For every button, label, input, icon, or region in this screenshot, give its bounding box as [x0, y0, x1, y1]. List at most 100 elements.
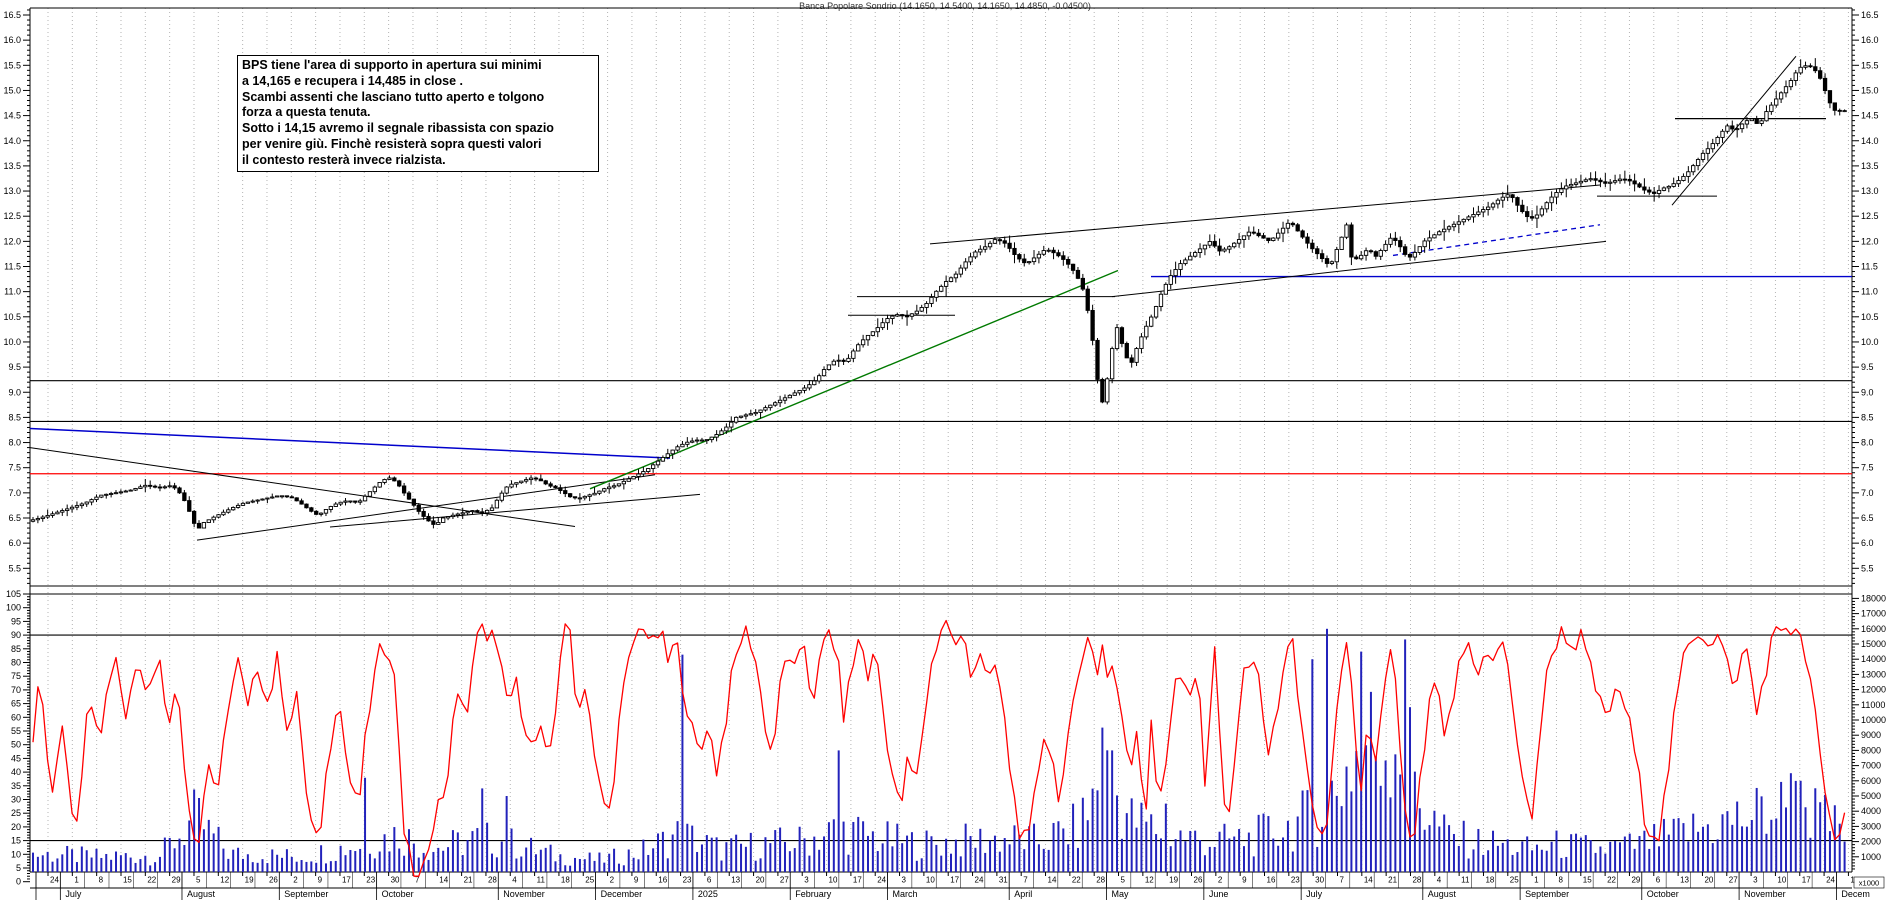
- volume-bar: [1394, 754, 1397, 872]
- month-label: February: [795, 889, 832, 899]
- volume-bar: [237, 847, 240, 872]
- candle-body: [382, 479, 387, 483]
- candle-body: [323, 509, 329, 514]
- volume-bar: [910, 832, 913, 872]
- volume-bar: [1487, 850, 1490, 872]
- volume-bar: [1316, 846, 1319, 872]
- day-number-label: 22: [1072, 876, 1081, 885]
- volume-bar: [530, 837, 533, 872]
- volume-bar: [354, 851, 357, 872]
- day-number-label: 23: [1291, 876, 1300, 885]
- candle-body: [362, 495, 368, 502]
- chart-title: Banca Popolare Sondrio (14.1650, 14.5400…: [799, 1, 1091, 11]
- price-axis-label-right: 7.5: [1861, 463, 1874, 473]
- volume-bar: [471, 831, 474, 872]
- candle-body: [1730, 125, 1735, 130]
- candle-body: [450, 514, 456, 518]
- oscillator-axis-label: 20: [11, 822, 21, 832]
- volume-bar: [1135, 827, 1138, 872]
- volume-bar: [598, 852, 601, 872]
- candle-body: [587, 494, 592, 497]
- candle-body: [1793, 72, 1798, 81]
- price-axis-label-left: 11.5: [4, 262, 21, 272]
- candle-body: [690, 440, 695, 443]
- volume-bar: [1457, 845, 1460, 872]
- candle-body: [641, 471, 646, 475]
- volume-bar: [1760, 796, 1763, 872]
- day-number-label: 16: [658, 876, 667, 885]
- candle-body: [55, 511, 60, 515]
- volume-bar: [359, 848, 362, 872]
- candle-body: [1339, 236, 1344, 250]
- volume-bar: [1072, 803, 1075, 872]
- candle-body: [1485, 206, 1491, 210]
- volume-bar: [95, 848, 98, 872]
- volume-axis-label: 8000: [1861, 745, 1881, 755]
- price-axis-label-left: 15.0: [3, 85, 21, 95]
- candle-body: [1617, 178, 1623, 182]
- volume-bar: [1438, 826, 1441, 872]
- volume-bar: [1506, 839, 1509, 872]
- volume-bar: [1614, 840, 1617, 872]
- candle-body: [670, 449, 675, 455]
- volume-bar: [373, 858, 376, 872]
- month-label: October: [1647, 889, 1679, 899]
- candle-body: [1510, 194, 1515, 199]
- candle-body: [1788, 80, 1794, 88]
- volume-bar: [720, 860, 723, 872]
- volume-axis-label: 3000: [1861, 821, 1881, 831]
- volume-bar: [564, 865, 567, 872]
- candle-body: [1529, 216, 1535, 219]
- candle-body: [279, 495, 285, 498]
- candle-body: [768, 404, 773, 409]
- volume-bar: [603, 862, 606, 872]
- candle-body: [1163, 283, 1169, 295]
- candle-body: [831, 360, 836, 366]
- volume-bar: [1013, 825, 1016, 872]
- candle-body: [1026, 261, 1032, 264]
- volume-bar: [290, 856, 293, 872]
- volume-bar: [1687, 841, 1690, 872]
- volume-bar: [1023, 849, 1026, 872]
- candle-body: [1822, 77, 1828, 92]
- price-axis-label-left: 12.0: [3, 236, 21, 246]
- candle-body: [1437, 231, 1442, 236]
- volume-bar: [1540, 849, 1543, 872]
- month-label: November: [503, 889, 545, 899]
- price-axis-label-right: 15.5: [1861, 60, 1879, 70]
- candle-body: [113, 492, 119, 495]
- volume-bar: [261, 859, 264, 872]
- candle-body: [1393, 237, 1398, 241]
- volume-bar: [627, 849, 630, 872]
- candle-body: [1066, 258, 1071, 265]
- candle-body: [1725, 125, 1730, 132]
- volume-bar: [456, 832, 459, 872]
- candle-body: [289, 496, 294, 499]
- candle-body: [1149, 316, 1154, 327]
- candle-body: [1544, 202, 1549, 210]
- volume-bar: [100, 857, 103, 872]
- volume-bar: [764, 837, 767, 872]
- candle-body: [968, 256, 973, 263]
- volume-bar: [1062, 828, 1065, 872]
- volume-bar: [1794, 780, 1797, 872]
- candle-body: [919, 307, 924, 312]
- volume-bar: [666, 858, 669, 872]
- volume-bar: [671, 834, 674, 872]
- candle-body: [1407, 253, 1413, 258]
- volume-bar: [1355, 751, 1358, 872]
- candle-body: [475, 510, 480, 513]
- candle-body: [1661, 187, 1667, 191]
- candle-body: [543, 480, 548, 485]
- candle-body: [958, 267, 963, 275]
- volume-bar: [935, 844, 938, 872]
- candle-body: [1827, 90, 1833, 104]
- volume-bar: [1745, 826, 1748, 872]
- volume-bar: [1658, 846, 1661, 872]
- volume-bar: [1252, 856, 1255, 872]
- volume-bar: [447, 847, 450, 872]
- volume-bar: [774, 830, 777, 872]
- day-number-label: 1: [74, 876, 79, 885]
- volume-bar: [1736, 801, 1739, 872]
- candle-body: [1598, 179, 1603, 183]
